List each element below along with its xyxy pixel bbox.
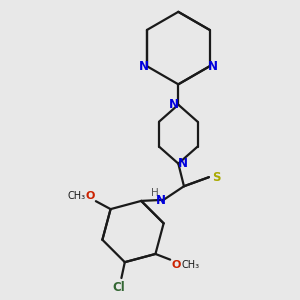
- Text: Cl: Cl: [113, 280, 125, 294]
- Text: O: O: [171, 260, 181, 270]
- Text: N: N: [178, 157, 188, 170]
- Text: CH₃: CH₃: [68, 190, 86, 200]
- Text: S: S: [213, 171, 221, 184]
- Text: CH₃: CH₃: [182, 260, 200, 270]
- Text: N: N: [208, 60, 218, 73]
- Text: N: N: [139, 60, 148, 73]
- Text: N: N: [156, 194, 166, 208]
- Text: H: H: [151, 188, 158, 198]
- Text: N: N: [169, 98, 179, 111]
- Text: O: O: [85, 190, 95, 200]
